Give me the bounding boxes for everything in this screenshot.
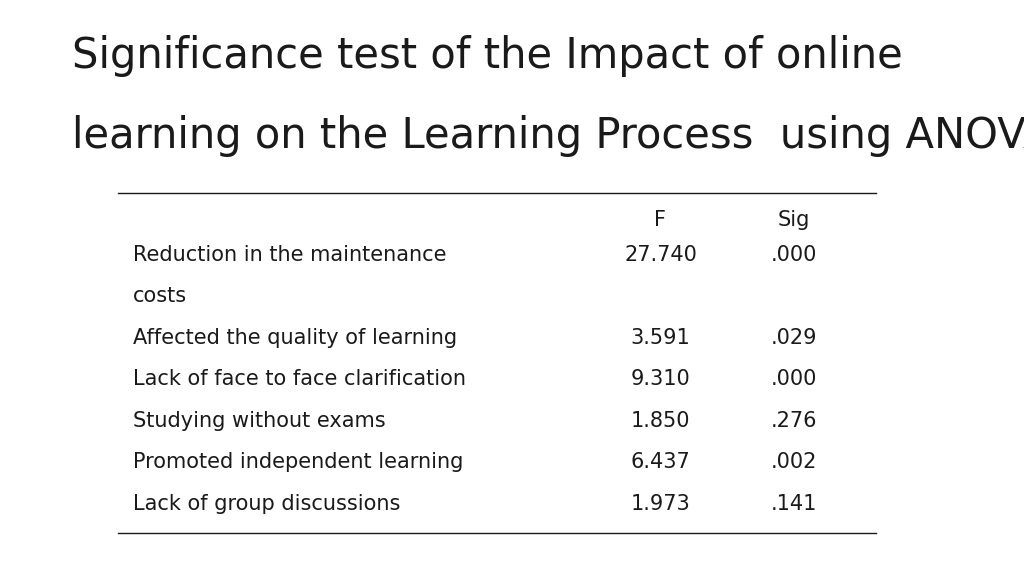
- Text: .029: .029: [770, 328, 817, 348]
- Text: 9.310: 9.310: [631, 369, 690, 389]
- Text: Affected the quality of learning: Affected the quality of learning: [133, 328, 458, 348]
- Text: Promoted independent learning: Promoted independent learning: [133, 452, 464, 472]
- Text: .000: .000: [770, 369, 817, 389]
- Text: Significance test of the Impact of online: Significance test of the Impact of onlin…: [72, 35, 902, 77]
- Text: 3.591: 3.591: [631, 328, 690, 348]
- Text: costs: costs: [133, 286, 187, 306]
- Text: Sig: Sig: [777, 210, 810, 230]
- Text: Studying without exams: Studying without exams: [133, 411, 386, 431]
- Text: 6.437: 6.437: [631, 452, 690, 472]
- Text: .141: .141: [770, 494, 817, 514]
- Text: .276: .276: [770, 411, 817, 431]
- Text: .002: .002: [770, 452, 817, 472]
- Text: Lack of face to face clarification: Lack of face to face clarification: [133, 369, 466, 389]
- Text: F: F: [654, 210, 667, 230]
- Text: .000: .000: [770, 245, 817, 265]
- Text: 27.740: 27.740: [624, 245, 697, 265]
- Text: Lack of group discussions: Lack of group discussions: [133, 494, 400, 514]
- Text: Reduction in the maintenance: Reduction in the maintenance: [133, 245, 446, 265]
- Text: 1.973: 1.973: [631, 494, 690, 514]
- Text: 1.850: 1.850: [631, 411, 690, 431]
- Text: learning on the Learning Process  using ANOVA: learning on the Learning Process using A…: [72, 115, 1024, 157]
